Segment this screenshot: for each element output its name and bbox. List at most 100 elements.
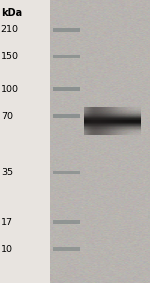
Bar [123, 107, 124, 135]
Bar [86, 107, 87, 135]
Bar [114, 107, 115, 135]
Bar [84, 137, 141, 138]
Bar [98, 107, 99, 135]
Bar [84, 144, 141, 145]
Bar [84, 115, 141, 116]
Bar [84, 116, 141, 117]
Bar [96, 107, 97, 135]
Bar [84, 104, 141, 105]
Bar [112, 107, 113, 135]
Bar [84, 121, 141, 122]
Text: kDa: kDa [1, 8, 22, 18]
Bar [84, 98, 141, 99]
Bar [111, 107, 112, 135]
Bar [119, 107, 120, 135]
Bar [84, 102, 141, 103]
Bar [84, 109, 141, 110]
Bar [103, 107, 104, 135]
Bar [84, 133, 141, 134]
Bar [108, 107, 109, 135]
Bar [50, 0, 150, 283]
Bar [107, 107, 108, 135]
Text: 70: 70 [1, 112, 13, 121]
Bar [84, 142, 141, 143]
Bar [84, 120, 141, 121]
Bar [84, 135, 141, 136]
Bar [125, 107, 126, 135]
Bar [53, 114, 80, 118]
Bar [84, 108, 141, 109]
Bar [84, 128, 141, 129]
Bar [84, 118, 141, 119]
Bar [84, 127, 141, 128]
Bar [53, 171, 80, 174]
Bar [53, 87, 80, 91]
Bar [84, 124, 141, 125]
Bar [53, 55, 80, 58]
Bar [84, 138, 141, 139]
Bar [53, 28, 80, 31]
Bar [138, 107, 139, 135]
Bar [84, 99, 141, 100]
Bar [131, 107, 132, 135]
Bar [102, 107, 103, 135]
Bar [117, 107, 118, 135]
Bar [94, 107, 95, 135]
Bar [106, 107, 107, 135]
Bar [84, 125, 141, 126]
Bar [84, 114, 141, 115]
Bar [84, 129, 141, 130]
Bar [133, 107, 134, 135]
Bar [53, 220, 80, 224]
Bar [126, 107, 127, 135]
Bar [120, 107, 121, 135]
Bar [87, 107, 88, 135]
Bar [128, 107, 129, 135]
Bar [110, 107, 111, 135]
Bar [84, 100, 141, 101]
Bar [116, 107, 117, 135]
Text: 17: 17 [1, 218, 13, 227]
Bar [88, 107, 89, 135]
Bar [84, 103, 141, 104]
Bar [101, 107, 102, 135]
Bar [97, 107, 98, 135]
Bar [95, 107, 96, 135]
Bar [130, 107, 131, 135]
Bar [84, 106, 141, 107]
Text: 100: 100 [1, 85, 19, 94]
Text: 210: 210 [1, 25, 19, 34]
Bar [89, 107, 90, 135]
Text: 10: 10 [1, 245, 13, 254]
Bar [84, 119, 141, 120]
Bar [105, 107, 106, 135]
Bar [84, 107, 141, 108]
Bar [140, 107, 141, 135]
Bar [84, 139, 141, 140]
Bar [84, 101, 141, 102]
Bar [134, 107, 135, 135]
Bar [122, 107, 123, 135]
Bar [124, 107, 125, 135]
Bar [84, 110, 141, 111]
Bar [118, 107, 119, 135]
Bar [84, 131, 141, 132]
Bar [90, 107, 91, 135]
Bar [84, 136, 141, 137]
Bar [84, 122, 141, 123]
Bar [121, 107, 122, 135]
Bar [84, 113, 141, 114]
Bar [100, 107, 101, 135]
Bar [84, 107, 85, 135]
Bar [84, 132, 141, 133]
Bar [135, 107, 136, 135]
Bar [99, 107, 100, 135]
Text: 150: 150 [1, 52, 19, 61]
Bar [84, 111, 141, 112]
Bar [84, 141, 141, 142]
Bar [91, 107, 92, 135]
Text: 35: 35 [1, 168, 13, 177]
Bar [84, 126, 141, 127]
Bar [109, 107, 110, 135]
Bar [132, 107, 133, 135]
